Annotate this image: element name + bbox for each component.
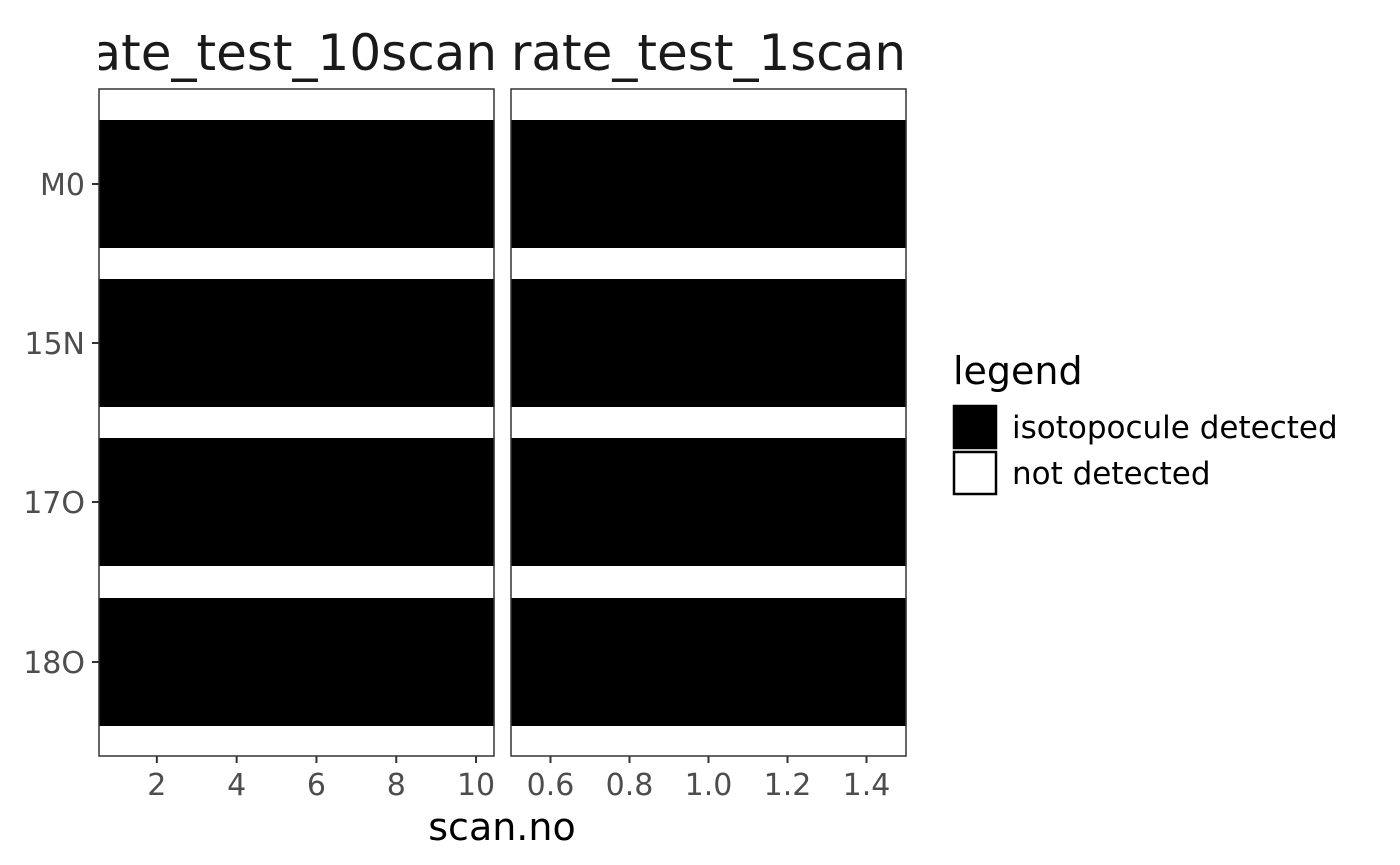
- heatmap-tile: [216, 120, 258, 248]
- heatmap-tile: [376, 438, 417, 566]
- heatmap-tile: [296, 438, 337, 566]
- heatmap-tile: [216, 438, 258, 566]
- x-tick-label: 1.2: [764, 768, 812, 803]
- x-tick-label: 4: [227, 768, 246, 803]
- heatmap-tile: [376, 598, 417, 726]
- facet-panel: rate_test_1scan 0.6 0.8 1.0 1.2 1.4: [510, 24, 907, 803]
- heatmap-tile: [296, 598, 337, 726]
- heatmap-tile: [99, 120, 138, 248]
- x-tick-label: 0.6: [527, 768, 575, 803]
- heatmap-tile: [336, 120, 377, 248]
- heatmap-tile: [456, 438, 495, 566]
- heatmap-tile: [511, 598, 907, 726]
- panel-border: [98, 88, 495, 757]
- heatmap-tile: [511, 120, 907, 248]
- legend-label: not detected: [1012, 456, 1211, 492]
- heatmap-tile: [99, 438, 138, 566]
- heatmap-tile: [256, 120, 298, 248]
- facet-panel: rate_test_10scans 2 4 6 8 10: [70, 24, 523, 803]
- legend-key: [952, 450, 998, 496]
- x-tick-label: 8: [387, 768, 406, 803]
- heatmap-tile: [416, 598, 457, 726]
- heatmap-tile: [136, 120, 178, 248]
- heatmap-tile: [296, 120, 337, 248]
- x-tick-label: 10: [457, 768, 495, 803]
- x-tick-label: 6: [307, 768, 326, 803]
- y-tick-label: 17O: [23, 486, 85, 521]
- x-tick-label: 1.0: [685, 768, 733, 803]
- heatmap-tile: [376, 279, 417, 407]
- heatmap-tile: [296, 279, 337, 407]
- heatmap-tile: [416, 438, 457, 566]
- heatmap-tile: [336, 438, 377, 566]
- heatmap-tile: [216, 598, 258, 726]
- heatmap-tile: [456, 120, 495, 248]
- legend-key: [952, 404, 998, 450]
- heatmap-tile: [136, 279, 178, 407]
- legend-label: isotopocule detected: [1012, 410, 1338, 446]
- heatmap-tile: [136, 438, 178, 566]
- heatmap-tile: [176, 598, 218, 726]
- legend-title: legend: [953, 349, 1083, 393]
- facet-title: rate_test_1scan: [511, 24, 906, 82]
- heatmap-tile: [176, 120, 218, 248]
- heatmap-tile: [99, 598, 138, 726]
- x-tick-label: 1.4: [843, 768, 891, 803]
- y-tick-label: 18O: [23, 646, 85, 681]
- y-tick-label: M0: [40, 168, 85, 203]
- heatmap-tile: [456, 279, 495, 407]
- heatmap-tile: [511, 279, 907, 407]
- x-axis-title: scan.no: [428, 805, 575, 849]
- heatmap-tile: [176, 279, 218, 407]
- y-tick-label: 15N: [24, 327, 85, 362]
- heatmap-tile: [256, 279, 298, 407]
- heatmap-tile: [376, 120, 417, 248]
- heatmap-tile: [511, 438, 907, 566]
- heatmap-tile: [216, 279, 258, 407]
- x-tick-label: 0.8: [606, 768, 654, 803]
- legend: legend isotopocule detected not detected: [952, 349, 1338, 496]
- heatmap-tile: [416, 279, 457, 407]
- heatmap-tile: [99, 279, 138, 407]
- heatmap-tile: [256, 438, 298, 566]
- facet-title: rate_test_10scans: [70, 24, 523, 82]
- heatmap-tile: [136, 598, 178, 726]
- heatmap-tile: [176, 438, 218, 566]
- heatmap-tile: [336, 279, 377, 407]
- heatmap-tile: [336, 598, 377, 726]
- x-tick-label: 2: [147, 768, 166, 803]
- heatmap-tile: [456, 598, 495, 726]
- heatmap-tile: [256, 598, 298, 726]
- heatmap-tile: [416, 120, 457, 248]
